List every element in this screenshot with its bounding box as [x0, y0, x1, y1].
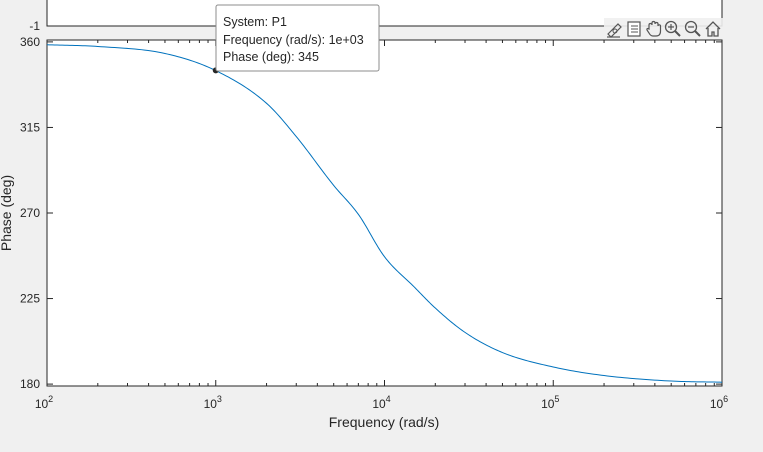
y-tick-label: 180: [20, 377, 40, 391]
x-tick-label: 102: [35, 394, 53, 411]
x-tick-label: 105: [541, 394, 559, 411]
y-tick-label: 270: [20, 206, 40, 220]
home-icon[interactable]: [705, 21, 721, 37]
top-plot-tick-label: -1: [29, 19, 40, 33]
y-axis-label: Phase (deg): [0, 175, 14, 251]
datatip-box: [215, 4, 380, 72]
plot-area: [46, 39, 723, 387]
y-tick-label: 360: [20, 35, 40, 49]
phase-axes: 102 103 104 105 106 180 225 270 315 360 Frequency…: [0, 35, 728, 430]
datatip[interactable]: System: P1 Frequency (rad/s): 1e+03 Phas…: [212, 4, 380, 74]
y-tick-label: 315: [20, 120, 40, 134]
tick-labels: 102 103 104 105 106 180 225 270 315 360: [20, 35, 728, 411]
pan-hand-icon[interactable]: [646, 20, 662, 37]
x-tick-label: 103: [204, 394, 222, 411]
edit-data-icon[interactable]: [607, 23, 622, 38]
axes-toolbar: [604, 18, 723, 38]
series-line: [46, 44, 723, 383]
series-layer: [46, 44, 723, 383]
top-plot-area: [46, 0, 723, 27]
zoom-out-icon[interactable]: [684, 20, 701, 37]
top-plot-remnant: -1: [29, 0, 723, 33]
datatip-phase: Phase (deg): 345: [223, 50, 319, 64]
x-axis-label: Frequency (rad/s): [329, 414, 439, 430]
datatip-system: System: P1: [223, 15, 287, 29]
x-tick-label: 104: [372, 394, 390, 411]
y-tick-label: 225: [20, 292, 40, 306]
x-tick-label: 106: [710, 394, 728, 411]
zoom-in-icon[interactable]: [664, 20, 681, 37]
datatip-frequency: Frequency (rad/s): 1e+03: [223, 33, 364, 47]
legend-icon[interactable]: [627, 21, 641, 37]
